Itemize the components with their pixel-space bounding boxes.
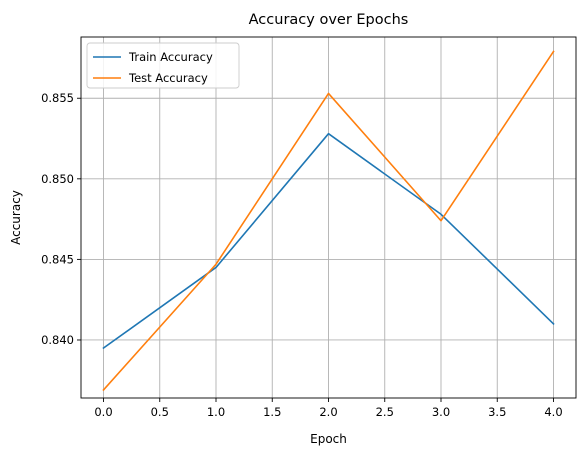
series-line-train-accuracy — [102, 132, 555, 350]
y-tick-label: 0.840 — [41, 333, 74, 347]
chart-title: Accuracy over Epochs — [249, 12, 409, 28]
x-tick-label: 2.0 — [319, 405, 337, 419]
x-tick-label: 1.5 — [263, 405, 281, 419]
series-line-test-accuracy — [102, 50, 555, 392]
y-axis-label: Accuracy — [9, 190, 23, 245]
legend: Train Accuracy Test Accuracy — [86, 42, 240, 89]
series-lines — [102, 50, 555, 392]
x-axis-label: Epoch — [310, 432, 347, 446]
grid-lines — [81, 37, 576, 398]
y-tick-label: 0.845 — [41, 252, 74, 266]
y-tick-label: 0.855 — [41, 91, 74, 105]
legend-box — [86, 42, 240, 89]
x-tick-label: 1.0 — [207, 405, 225, 419]
x-tick-label: 3.5 — [488, 405, 506, 419]
x-tick-label: 0.5 — [151, 405, 169, 419]
legend-label-train: Train Accuracy — [128, 50, 213, 64]
y-tick-label: 0.850 — [41, 172, 74, 186]
x-tick-label: 0.0 — [94, 405, 112, 419]
x-tick-label: 3.0 — [432, 405, 450, 419]
x-tick-label: 4.0 — [544, 405, 562, 419]
x-tick-label: 2.5 — [376, 405, 394, 419]
legend-label-test: Test Accuracy — [128, 71, 208, 85]
axis-ticks: 0.0 0.5 1.0 1.5 2.0 2.5 3.0 3.5 4.0 0.840 0.845 0.8… — [41, 91, 563, 419]
